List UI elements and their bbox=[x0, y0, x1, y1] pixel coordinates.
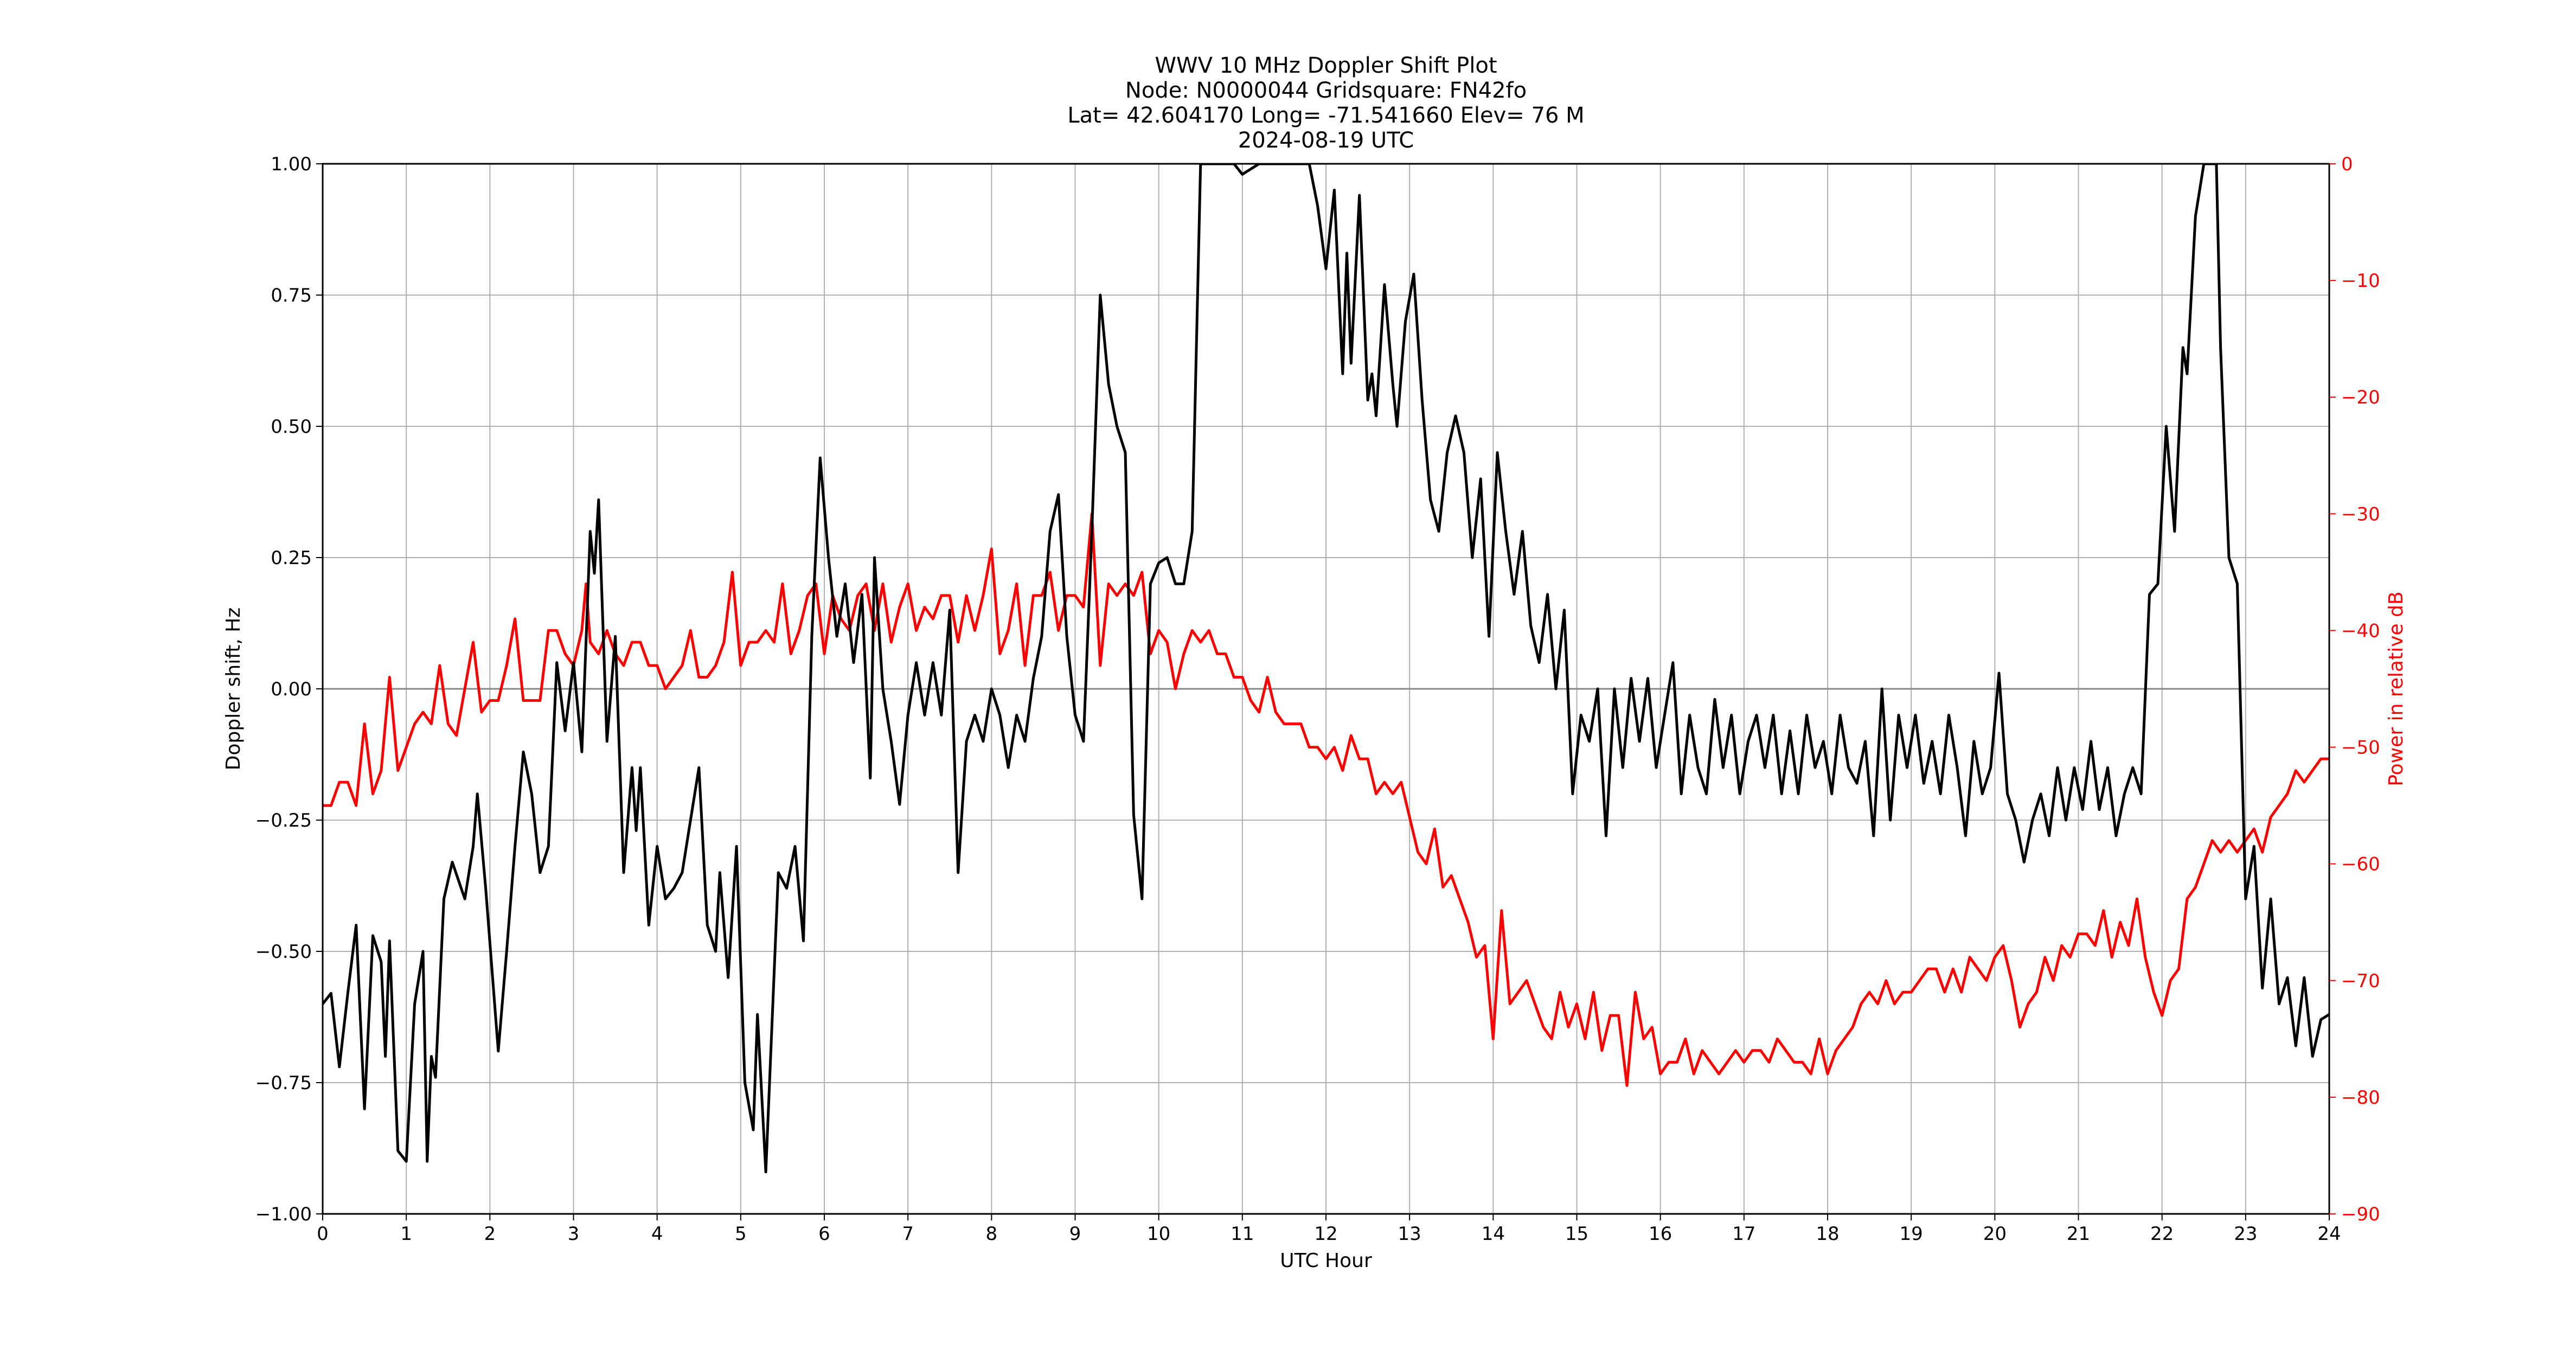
x-tick-label: 12 bbox=[1314, 1223, 1337, 1245]
x-tick-label: 6 bbox=[818, 1223, 830, 1245]
right-y-axis-ticks: 0 −10 −20 −30 −40 −50 −60 −70 −80 −90 bbox=[2329, 153, 2380, 1225]
x-tick-label: 24 bbox=[2317, 1223, 2341, 1245]
x-tick-label: 15 bbox=[1565, 1223, 1588, 1245]
x-tick-label: 5 bbox=[735, 1223, 747, 1245]
x-tick-label: 19 bbox=[1900, 1223, 1923, 1245]
x-tick-label: 0 bbox=[317, 1223, 329, 1245]
left-y-tick-label: 0.50 bbox=[271, 416, 312, 438]
x-tick-label: 23 bbox=[2234, 1223, 2257, 1245]
x-axis-ticks: 0 1 2 3 4 5 6 7 8 9 10 11 12 13 14 15 16 17 18 19 20 21 22 23 24 bbox=[317, 1214, 2341, 1245]
x-tick-label: 9 bbox=[1069, 1223, 1081, 1245]
right-y-tick-label: −10 bbox=[2341, 270, 2380, 292]
chart-title: WWV 10 MHz Doppler Shift Plot bbox=[1155, 53, 1497, 78]
left-y-axis-label: Doppler shift, Hz bbox=[222, 607, 245, 770]
right-y-axis-label: Power in relative dB bbox=[2385, 591, 2407, 786]
left-y-tick-label: 0.00 bbox=[271, 679, 312, 700]
left-y-tick-label: −0.50 bbox=[255, 941, 312, 963]
x-tick-label: 4 bbox=[651, 1223, 663, 1245]
chart-subtitle-node: Node: N0000044 Gridsquare: FN42fo bbox=[1125, 78, 1527, 103]
chart-subtitle-location: Lat= 42.604170 Long= -71.541660 Elev= 76… bbox=[1067, 103, 1584, 128]
x-tick-label: 10 bbox=[1147, 1223, 1170, 1245]
x-tick-label: 3 bbox=[568, 1223, 580, 1245]
left-y-tick-label: −1.00 bbox=[255, 1204, 312, 1225]
right-y-tick-label: −90 bbox=[2341, 1204, 2380, 1225]
left-y-tick-label: −0.75 bbox=[255, 1072, 312, 1094]
x-tick-label: 13 bbox=[1398, 1223, 1421, 1245]
x-axis-label: UTC Hour bbox=[1280, 1250, 1372, 1272]
doppler-series-line bbox=[323, 164, 2329, 1174]
x-tick-label: 17 bbox=[1732, 1223, 1755, 1245]
right-y-tick-label: −70 bbox=[2341, 970, 2380, 992]
x-tick-label: 20 bbox=[1983, 1223, 2007, 1245]
left-y-tick-label: 0.25 bbox=[271, 547, 312, 569]
right-y-tick-label: 0 bbox=[2341, 153, 2353, 175]
right-y-tick-label: −40 bbox=[2341, 620, 2380, 642]
power-series-line bbox=[323, 512, 2329, 1087]
left-y-tick-label: 0.75 bbox=[271, 285, 312, 306]
x-tick-label: 18 bbox=[1816, 1223, 1839, 1245]
data-series bbox=[323, 164, 2329, 1174]
right-y-tick-label: −20 bbox=[2341, 387, 2380, 408]
right-y-tick-label: −80 bbox=[2341, 1087, 2380, 1109]
x-tick-label: 22 bbox=[2150, 1223, 2174, 1245]
x-tick-label: 11 bbox=[1231, 1223, 1254, 1245]
left-y-tick-label: 1.00 bbox=[271, 153, 312, 175]
right-y-tick-label: −50 bbox=[2341, 737, 2380, 759]
x-tick-label: 16 bbox=[1649, 1223, 1672, 1245]
x-tick-label: 8 bbox=[986, 1223, 998, 1245]
x-tick-label: 1 bbox=[400, 1223, 412, 1245]
right-y-tick-label: −60 bbox=[2341, 854, 2380, 875]
x-tick-label: 7 bbox=[902, 1223, 914, 1245]
left-y-axis-ticks: 1.00 0.75 0.50 0.25 0.00 −0.25 −0.50 −0.75 −1.00 bbox=[255, 153, 323, 1225]
x-tick-label: 2 bbox=[484, 1223, 496, 1245]
x-tick-label: 21 bbox=[2067, 1223, 2090, 1245]
right-y-tick-label: −30 bbox=[2341, 503, 2380, 525]
left-y-tick-label: −0.25 bbox=[255, 810, 312, 831]
x-tick-label: 14 bbox=[1482, 1223, 1505, 1245]
chart-subtitle-date: 2024-08-19 UTC bbox=[1238, 128, 1414, 153]
